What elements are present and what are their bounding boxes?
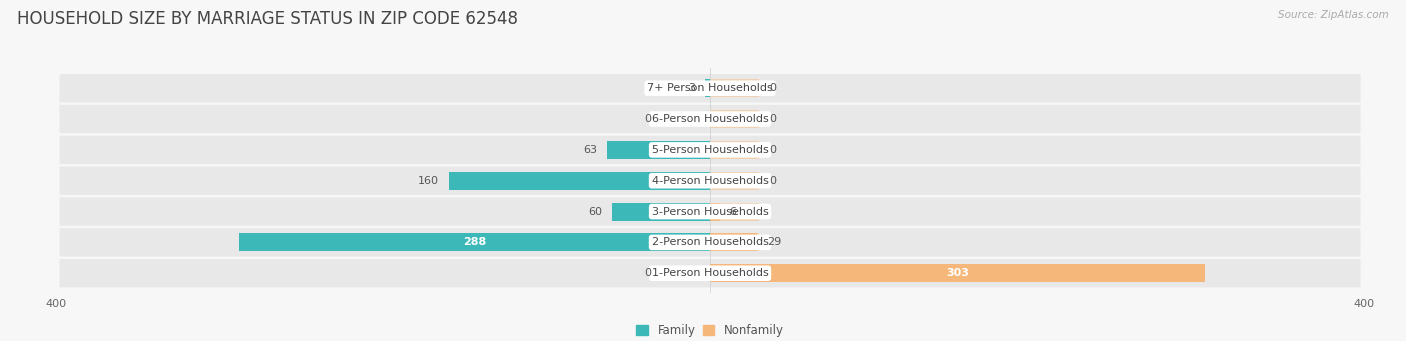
- Text: 1-Person Households: 1-Person Households: [651, 268, 769, 278]
- Text: 63: 63: [583, 145, 598, 155]
- Text: 29: 29: [768, 237, 782, 247]
- FancyBboxPatch shape: [59, 136, 1361, 164]
- Text: 7+ Person Households: 7+ Person Households: [647, 83, 773, 93]
- FancyBboxPatch shape: [59, 259, 1361, 287]
- FancyBboxPatch shape: [59, 197, 1361, 226]
- Bar: [612, 203, 710, 221]
- Text: HOUSEHOLD SIZE BY MARRIAGE STATUS IN ZIP CODE 62548: HOUSEHOLD SIZE BY MARRIAGE STATUS IN ZIP…: [17, 10, 517, 28]
- FancyBboxPatch shape: [59, 74, 1361, 102]
- Bar: [710, 203, 720, 221]
- Text: 0: 0: [644, 268, 651, 278]
- Text: 3-Person Households: 3-Person Households: [651, 207, 769, 217]
- Text: 0: 0: [769, 114, 776, 124]
- Bar: [710, 141, 759, 159]
- Legend: Family, Nonfamily: Family, Nonfamily: [637, 324, 783, 337]
- Text: 0: 0: [644, 114, 651, 124]
- Text: Source: ZipAtlas.com: Source: ZipAtlas.com: [1278, 10, 1389, 20]
- Bar: [710, 79, 759, 97]
- Text: 0: 0: [769, 176, 776, 186]
- Bar: [710, 234, 758, 251]
- Bar: [607, 141, 710, 159]
- Bar: [710, 172, 759, 190]
- Text: 60: 60: [588, 207, 602, 217]
- FancyBboxPatch shape: [59, 228, 1361, 256]
- Text: 4-Person Households: 4-Person Households: [651, 176, 769, 186]
- Bar: [710, 234, 759, 251]
- Bar: [706, 79, 710, 97]
- Text: 3: 3: [689, 83, 696, 93]
- Bar: [710, 264, 1205, 282]
- Text: 160: 160: [418, 176, 439, 186]
- FancyBboxPatch shape: [59, 166, 1361, 195]
- Text: 2-Person Households: 2-Person Households: [651, 237, 769, 247]
- Text: 6: 6: [730, 207, 737, 217]
- FancyBboxPatch shape: [59, 105, 1361, 133]
- Bar: [710, 110, 759, 128]
- Text: 6-Person Households: 6-Person Households: [651, 114, 769, 124]
- Text: 0: 0: [769, 145, 776, 155]
- Text: 5-Person Households: 5-Person Households: [651, 145, 769, 155]
- Bar: [449, 172, 710, 190]
- Bar: [239, 234, 710, 251]
- Text: 288: 288: [463, 237, 486, 247]
- Bar: [710, 203, 759, 221]
- Text: 0: 0: [769, 83, 776, 93]
- Text: 303: 303: [946, 268, 969, 278]
- Bar: [710, 264, 759, 282]
